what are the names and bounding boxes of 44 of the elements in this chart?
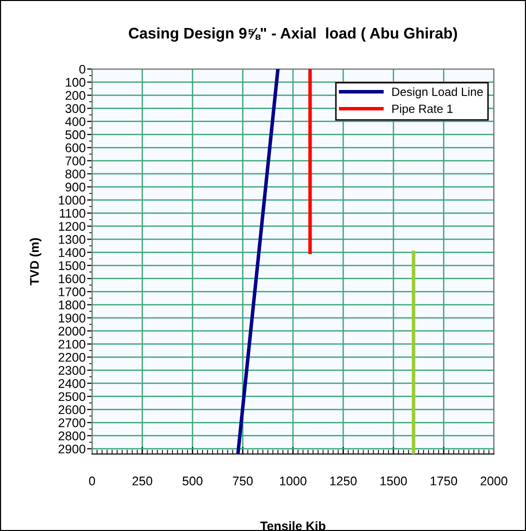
y-tick-label: 600 (66, 143, 86, 152)
x-tick-label: 0 (89, 476, 96, 486)
y-tick-label: 1600 (58, 274, 86, 284)
y-tick-label: 0 (79, 64, 86, 74)
y-tick-label: 2800 (58, 431, 86, 440)
y-tick-label: 2300 (58, 366, 86, 375)
y-tick-label: 900 (66, 182, 86, 192)
y-tick-label: 500 (65, 130, 86, 140)
x-tick-label: 500 (182, 476, 202, 486)
x-tick-label: 1500 (380, 476, 407, 486)
y-tick-label: 2700 (58, 418, 86, 428)
y-tick-label: 1100 (60, 208, 86, 218)
y-tick-label: 2200 (58, 352, 86, 362)
y-tick-label: 2400 (58, 379, 86, 388)
y-tick-label: 1700 (58, 287, 86, 296)
y-tick-label: 200 (66, 91, 86, 100)
y-tick-label: 2900 (58, 444, 86, 454)
x-axis-title: Tensile Kib (260, 521, 326, 530)
y-tick-label: 700 (66, 156, 86, 166)
y-tick-label: 2600 (58, 405, 86, 414)
y-tick-label: 2100 (58, 340, 86, 349)
legend-label: Pipe Rate 1 (392, 104, 453, 116)
y-tick-label: 1800 (58, 300, 86, 310)
x-tick-label: 1000 (280, 476, 306, 486)
y-tick-label: 1900 (58, 314, 86, 322)
legend-label: Design Load Line (392, 87, 483, 98)
y-tick-label: 1200 (58, 222, 86, 231)
chart-title: Casing Design 9⅝" - Axial load ( Abu Ghirab) (128, 27, 457, 42)
y-tick-label: 2000 (58, 326, 86, 336)
y-tick-label: 1400 (58, 248, 86, 258)
y-tick-label: 1000 (58, 196, 86, 205)
y-tick-label: 2500 (58, 392, 86, 402)
x-tick-label: 1250 (330, 476, 357, 486)
y-tick-label: 100 (66, 78, 86, 87)
y-tick-label: 300 (65, 104, 86, 113)
x-tick-label: 1750 (430, 476, 458, 486)
x-tick-label: 2000 (480, 476, 508, 486)
y-tick-label: 400 (65, 117, 86, 126)
y-tick-label: 1300 (58, 235, 86, 244)
y-tick-label: 800 (65, 170, 86, 178)
x-tick-label: 750 (232, 476, 253, 486)
x-tick-label: 250 (132, 476, 152, 486)
y-tick-label: 1500 (58, 261, 86, 270)
y-axis-title: TVD (m) (30, 238, 42, 286)
